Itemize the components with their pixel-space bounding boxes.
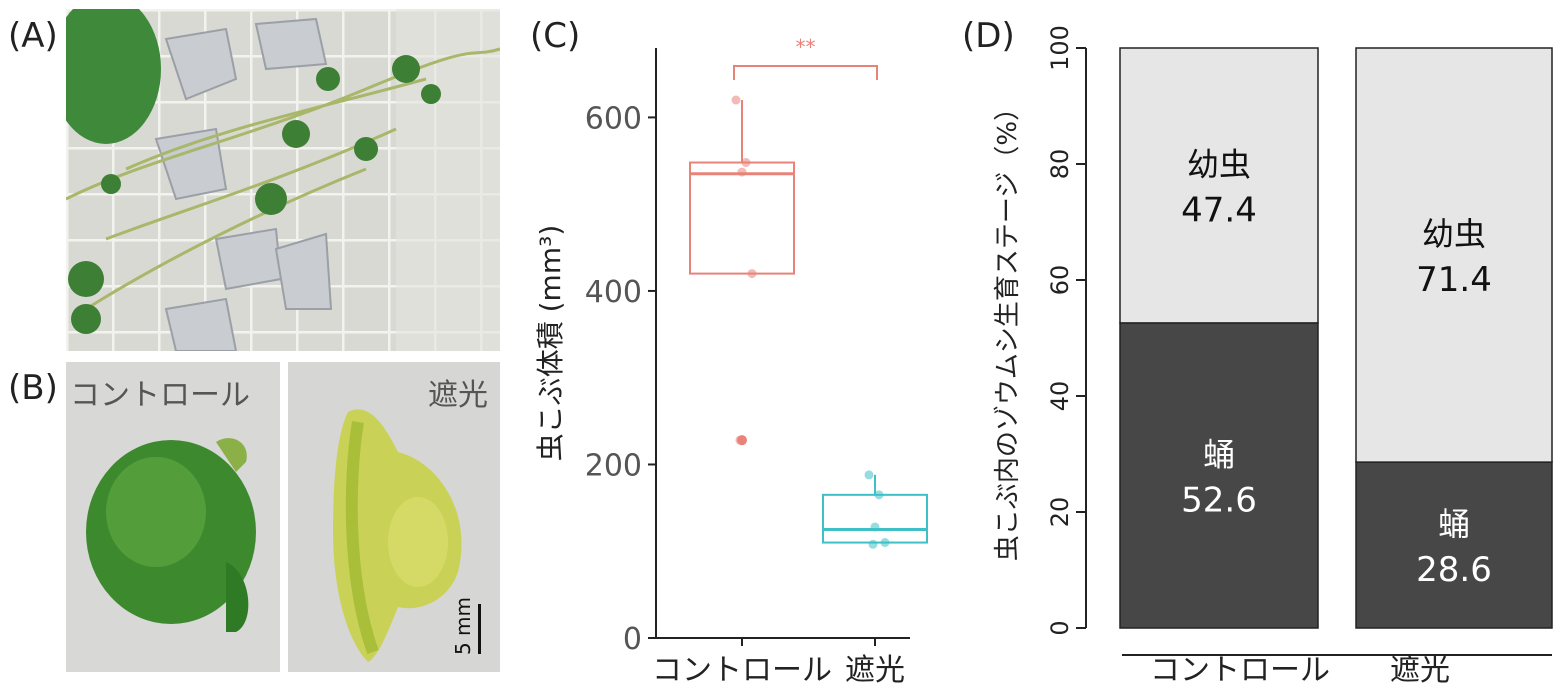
data-point (747, 269, 757, 279)
data-point (737, 167, 747, 177)
data-point (870, 522, 880, 532)
photo-gall-control: コントロール (66, 362, 280, 672)
y-tick-label: 600 (585, 101, 642, 136)
y-tick-label: 0 (623, 622, 642, 657)
photo-plant-tray (66, 9, 500, 351)
y-tick-label: 40 (1046, 381, 1074, 412)
segment-value-label: 47.4 (1181, 190, 1257, 230)
x-tick-label: コントロール (652, 653, 832, 688)
data-point (731, 95, 741, 105)
box-control (689, 161, 795, 275)
scale-bar-label: 5 mm (451, 596, 476, 656)
boxplot-chart: 0 200 400 600 コントロール 遮光 虫こぶ体積 (mm³) ** (534, 35, 928, 688)
bar-segment-pupa (1355, 461, 1553, 629)
bar-segment-pupa (1119, 322, 1319, 629)
data-point (874, 490, 884, 500)
significance-label: ** (796, 35, 816, 59)
y-tick-label: 0 (1046, 620, 1074, 635)
data-point (880, 538, 890, 548)
data-point (741, 158, 751, 168)
panel-b-letter: (B) (8, 368, 58, 408)
data-point (868, 539, 878, 549)
y-tick-label: 80 (1046, 149, 1074, 180)
segment-value-label: 71.4 (1416, 260, 1492, 300)
segment-name-label: 蛹 (1203, 435, 1235, 473)
bar-segment-larva (1119, 47, 1319, 324)
x-tick-label: コントロール (1150, 653, 1330, 688)
segment-name-label: 幼虫 (1422, 215, 1486, 253)
data-point (735, 435, 745, 445)
x-tick-label: 遮光 (1390, 653, 1450, 688)
y-tick-label: 200 (585, 448, 642, 483)
photo-gall-shade: 遮光 5 mm (288, 362, 500, 672)
y-tick-label: 60 (1046, 265, 1074, 296)
y-tick-label: 20 (1046, 497, 1074, 528)
panel-c-letter: (C) (530, 16, 581, 56)
gall-control-label: コントロール (70, 378, 250, 413)
gall-shade-image (288, 362, 500, 672)
gall-shade-label: 遮光 (428, 378, 488, 413)
segment-name-label: 蛹 (1438, 505, 1470, 543)
segment-name-label: 幼虫 (1187, 145, 1251, 183)
segment-value-label: 52.6 (1181, 480, 1257, 520)
panel-a-letter: (A) (8, 16, 58, 56)
segment-value-label: 28.6 (1416, 550, 1492, 590)
plant-tray-image (66, 9, 500, 351)
panel-d-letter: (D) (962, 16, 1015, 56)
stacked-bar-chart: 0 20 40 60 80 100 虫こぶ内のゾウムシ生育ステージ（%） コントロール 遮光 蛹 5… (993, 25, 1553, 688)
x-tick-label: 遮光 (845, 653, 905, 688)
y-tick-label: 100 (1046, 25, 1074, 71)
significance-bracket (733, 65, 878, 80)
y-tick-label: 400 (585, 275, 642, 310)
y-axis-label: 虫こぶ内のゾウムシ生育ステージ（%） (993, 95, 1023, 561)
bar-segment-larva (1355, 47, 1553, 463)
data-point (864, 470, 874, 480)
box-shade (822, 493, 928, 544)
scale-bar (478, 604, 481, 654)
gall-control-image (66, 362, 280, 672)
y-axis-label: 虫こぶ体積 (mm³) (534, 225, 567, 462)
